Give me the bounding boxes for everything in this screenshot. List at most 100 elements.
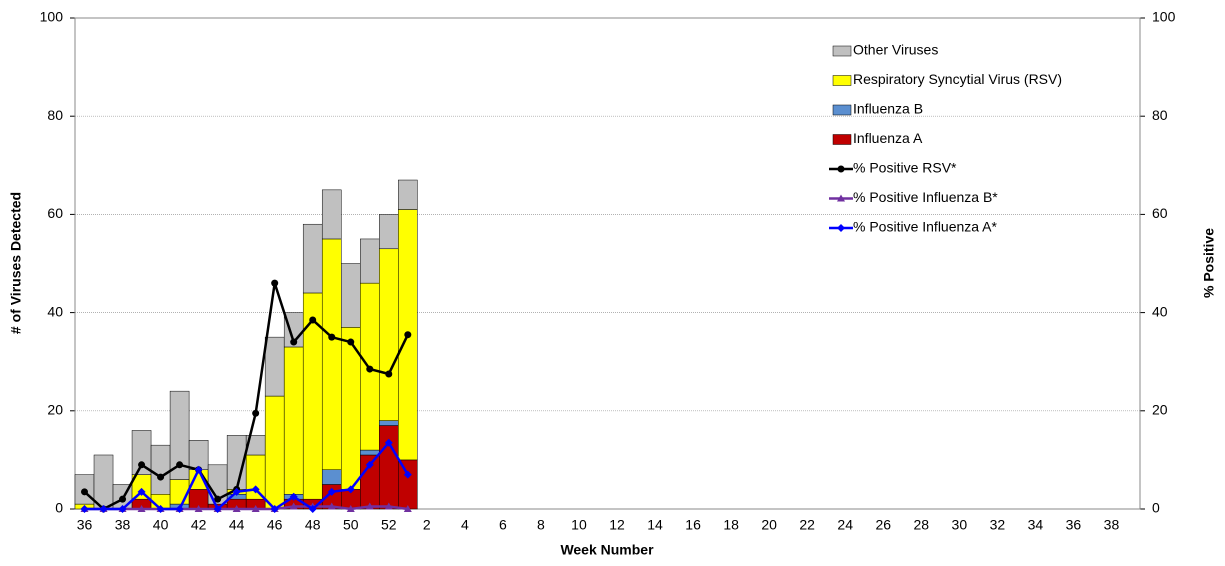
bar-segment	[379, 420, 399, 426]
y2-tick-label: 100	[1152, 9, 1176, 25]
x-tick-label: 2	[423, 517, 431, 533]
x-tick-label: 18	[723, 517, 739, 533]
line-marker	[214, 495, 222, 503]
x-tick-label: 30	[952, 517, 968, 533]
bar-segment	[150, 444, 171, 495]
x-tick-label: 36	[1066, 517, 1082, 533]
line-marker	[385, 370, 393, 378]
legend-label: Influenza A	[853, 130, 923, 146]
x-tick-label: 14	[647, 517, 663, 533]
bar-segment	[398, 179, 418, 210]
y2-tick-label: 0	[1152, 500, 1160, 516]
y-tick-label: 100	[40, 9, 64, 25]
line-marker	[194, 505, 203, 512]
bar-segment	[169, 390, 190, 480]
line-marker	[403, 505, 412, 512]
bar-segment	[321, 469, 342, 485]
line-marker	[403, 470, 412, 479]
line-marker	[251, 505, 260, 512]
line-marker	[194, 465, 203, 474]
x-tick-label: 8	[537, 517, 545, 533]
line-marker	[156, 505, 165, 513]
x-tick-label: 52	[381, 517, 397, 533]
line-marker	[327, 502, 336, 510]
legend-swatch	[832, 45, 852, 57]
bar-segment	[379, 425, 399, 510]
y-axis-title: # of Viruses Detected	[8, 192, 24, 334]
line-marker	[366, 365, 374, 373]
line-marker	[270, 505, 279, 513]
bar-segment	[302, 292, 323, 500]
legend-swatch	[832, 104, 852, 116]
x-tick-label: 48	[305, 517, 321, 533]
line-marker	[271, 279, 279, 287]
line-marker	[232, 505, 241, 512]
line-marker	[119, 495, 127, 503]
bar-segment	[283, 346, 304, 495]
line-marker	[137, 505, 146, 512]
line-marker	[81, 488, 89, 496]
legend-label: % Positive Influenza B*	[853, 189, 998, 205]
line-marker	[309, 316, 317, 324]
bar-segment	[360, 449, 380, 456]
y2-tick-label: 80	[1152, 107, 1168, 123]
bar-segment	[321, 238, 342, 470]
plot-frame	[74, 17, 1141, 510]
x-tick-label: 34	[1028, 517, 1044, 533]
bar-segment	[398, 459, 418, 510]
legend-label: Influenza B	[853, 101, 923, 117]
bar-segment	[93, 454, 114, 510]
line-marker	[365, 460, 374, 469]
line-marker	[289, 502, 298, 510]
x-tick-label: 20	[761, 517, 777, 533]
bar-segment	[360, 238, 380, 284]
y-tick-label: 60	[47, 205, 63, 221]
line-marker	[327, 487, 336, 496]
line-marker	[346, 505, 355, 512]
line-marker	[80, 505, 89, 513]
bar-segment	[188, 440, 209, 470]
x-tick-label: 22	[799, 517, 815, 533]
x-axis-title: Week Number	[560, 542, 654, 558]
line-marker	[138, 461, 146, 469]
y2-tick-label: 20	[1152, 402, 1168, 418]
legend-label: Respiratory Syncytial Virus (RSV)	[853, 71, 1062, 87]
bar-segment	[379, 214, 399, 250]
line-marker	[157, 473, 165, 481]
line-marker	[384, 502, 393, 510]
x-tick-label: 24	[837, 517, 853, 533]
x-tick-label: 26	[875, 517, 891, 533]
line-marker	[175, 505, 184, 513]
bar-segment	[341, 263, 361, 328]
line-marker	[289, 492, 298, 501]
x-tick-label: 50	[343, 517, 359, 533]
x-tick-label: 42	[191, 517, 207, 533]
line-marker	[252, 409, 260, 417]
line	[84, 505, 408, 511]
y2-tick-label: 60	[1152, 205, 1168, 221]
bar-segment	[379, 248, 399, 421]
line-marker	[404, 331, 412, 339]
bar-segment	[264, 395, 285, 510]
line	[84, 440, 409, 512]
line-marker	[213, 505, 222, 513]
line-marker	[308, 505, 317, 513]
y-tick-label: 40	[47, 303, 63, 319]
line-marker	[99, 505, 108, 513]
line-marker	[176, 461, 184, 469]
line-marker	[837, 165, 845, 173]
x-tick-label: 16	[685, 517, 701, 533]
legend-label: Other Viruses	[853, 42, 938, 58]
y2-axis-title: % Positive	[1201, 228, 1217, 298]
x-tick-label: 4	[461, 517, 469, 533]
line	[83, 282, 409, 511]
legend-swatch	[832, 134, 852, 145]
x-tick-label: 46	[267, 517, 283, 533]
line-marker	[118, 505, 127, 513]
bar-segment	[264, 336, 285, 397]
bar-segment	[302, 223, 323, 294]
x-tick-label: 36	[77, 517, 93, 533]
bar-segment	[169, 479, 190, 505]
x-tick-label: 6	[499, 517, 507, 533]
